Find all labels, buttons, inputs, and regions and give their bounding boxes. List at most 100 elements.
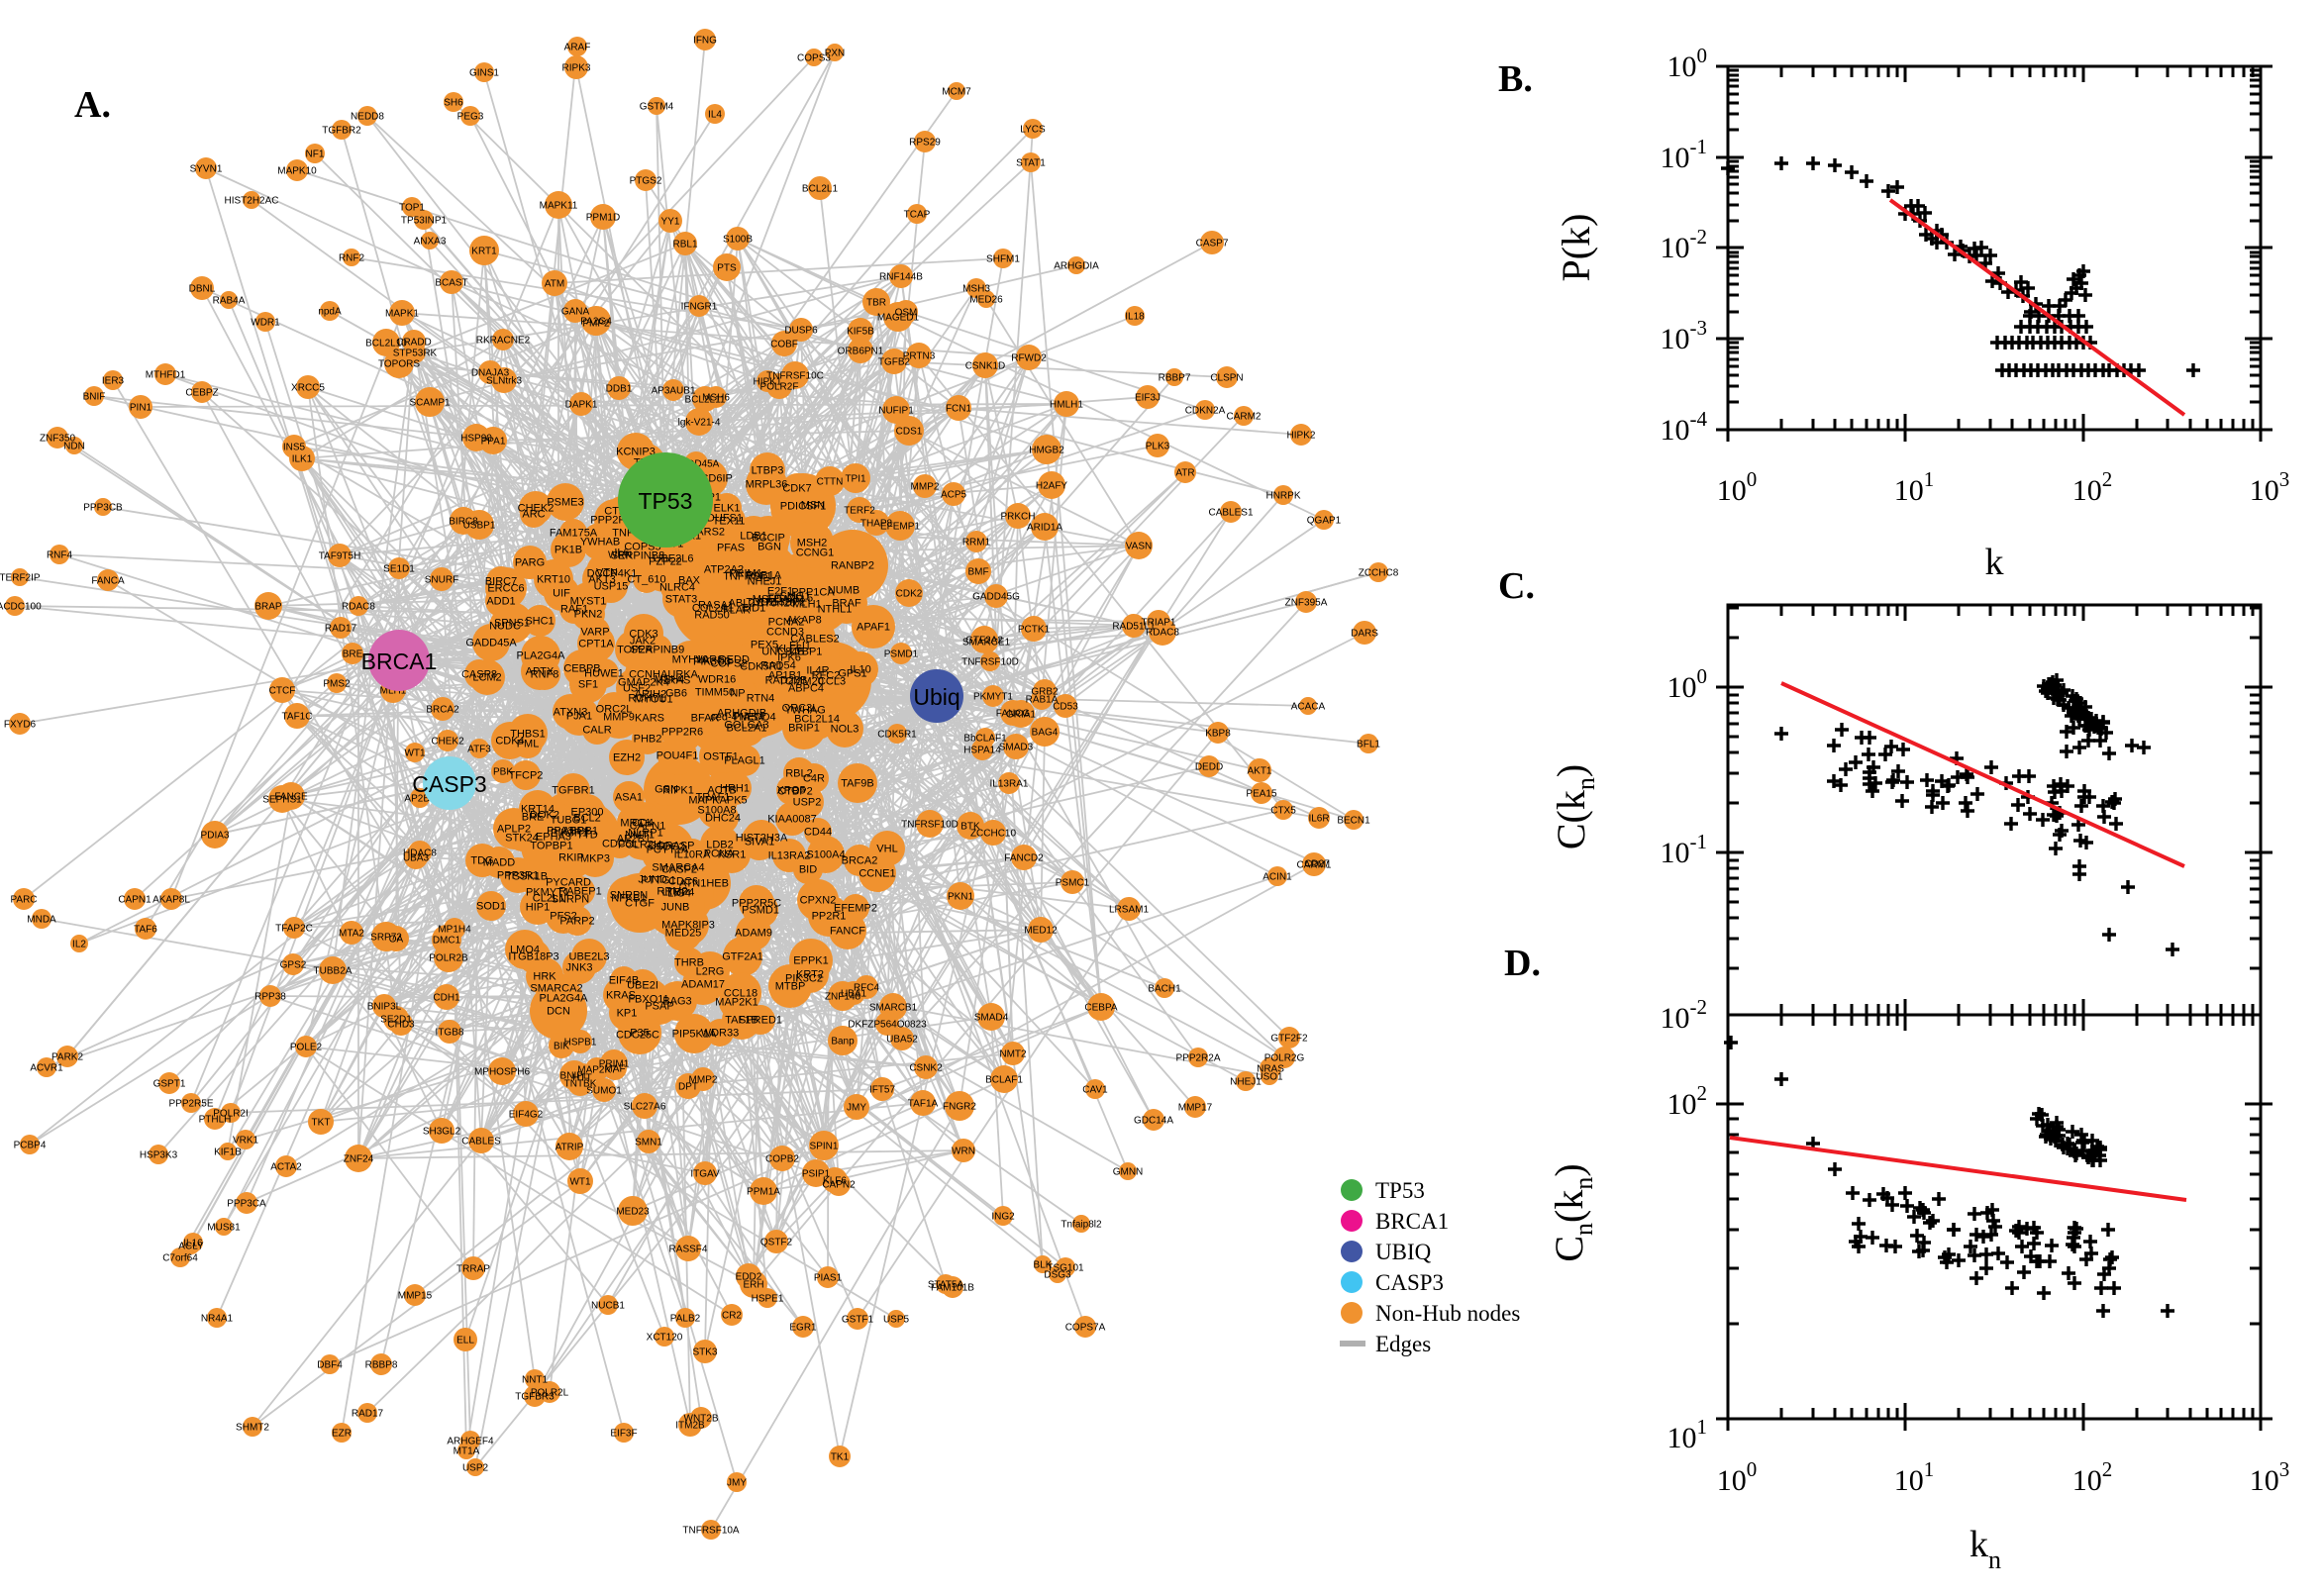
- svg-text:PSME3: PSME3: [547, 497, 583, 509]
- svg-text:SIVA1: SIVA1: [745, 837, 774, 848]
- svg-text:DCN: DCN: [547, 1006, 570, 1018]
- svg-text:H2AFY: H2AFY: [1036, 481, 1068, 492]
- svg-text:SNURF: SNURF: [425, 575, 458, 586]
- svg-text:PSMC1: PSMC1: [1056, 878, 1090, 889]
- svg-text:ING2: ING2: [991, 1212, 1015, 1223]
- svg-text:EPHA3: EPHA3: [536, 832, 571, 844]
- svg-text:OA: OA: [389, 935, 404, 946]
- svg-text:XRCC5: XRCC5: [291, 383, 325, 394]
- svg-text:EZR: EZR: [332, 1429, 352, 1440]
- svg-text:POU4F1: POU4F1: [656, 750, 699, 762]
- svg-text:ZCCHC10: ZCCHC10: [970, 829, 1017, 840]
- svg-text:RANBP2: RANBP2: [831, 560, 874, 572]
- svg-text:BbCLAF1: BbCLAF1: [963, 734, 1007, 745]
- svg-text:VASN: VASN: [1126, 542, 1153, 552]
- svg-text:ARHGDIA: ARHGDIA: [1054, 261, 1099, 272]
- svg-text:TBR: TBR: [866, 298, 886, 309]
- svg-text:ZNF24: ZNF24: [344, 1154, 374, 1165]
- svg-text:VTN: VTN: [596, 567, 618, 579]
- svg-text:COPS3: COPS3: [797, 53, 831, 64]
- svg-text:DARS: DARS: [1351, 629, 1378, 640]
- svg-text:D.: D.: [1504, 943, 1541, 984]
- svg-text:USBP1: USBP1: [463, 521, 496, 532]
- svg-text:FAM101B: FAM101B: [931, 1283, 974, 1294]
- svg-text:RNF144B: RNF144B: [879, 272, 923, 283]
- svg-text:RBBP8: RBBP8: [365, 1360, 398, 1371]
- svg-text:CABLES2: CABLES2: [790, 634, 840, 646]
- svg-text:JUNB: JUNB: [661, 902, 690, 914]
- svg-text:ILK1: ILK1: [292, 454, 313, 465]
- svg-text:CAV1: CAV1: [1082, 1085, 1108, 1096]
- svg-text:P(k): P(k): [1554, 214, 1598, 282]
- svg-text:RAB4A: RAB4A: [213, 296, 246, 307]
- svg-text:MACDC100: MACDC100: [0, 602, 42, 613]
- svg-text:RAB1A: RAB1A: [1026, 695, 1059, 706]
- svg-text:ATF3: ATF3: [467, 745, 491, 755]
- svg-text:PALB2: PALB2: [670, 1314, 701, 1325]
- svg-text:PSMD1: PSMD1: [742, 905, 779, 917]
- svg-text:BMF: BMF: [967, 567, 988, 578]
- svg-text:POLR2G: POLR2G: [1264, 1053, 1305, 1064]
- svg-text:HSPB1: HSPB1: [564, 1038, 597, 1048]
- svg-text:ACIN1: ACIN1: [1262, 872, 1292, 883]
- svg-text:AKAP8: AKAP8: [786, 615, 821, 627]
- svg-text:CTCF: CTCF: [269, 686, 296, 697]
- svg-text:ATM: ATM: [545, 279, 564, 290]
- svg-text:LMO4: LMO4: [510, 945, 540, 956]
- svg-text:ARID1A: ARID1A: [1027, 523, 1062, 534]
- svg-text:NF1: NF1: [306, 150, 325, 160]
- svg-text:WDR16: WDR16: [698, 674, 737, 686]
- svg-text:RTN4: RTN4: [747, 693, 775, 705]
- svg-text:UBIQ: UBIQ: [1375, 1240, 1432, 1264]
- svg-text:CDH1: CDH1: [433, 993, 460, 1004]
- svg-text:TAF9T5H: TAF9T5H: [319, 551, 361, 562]
- svg-text:CTX5: CTX5: [1270, 806, 1296, 817]
- svg-text:ANXA3: ANXA3: [414, 237, 447, 248]
- svg-text:WDR1: WDR1: [251, 318, 280, 329]
- svg-text:NNT1: NNT1: [522, 1375, 549, 1386]
- svg-text:IFNGR1: IFNGR1: [681, 302, 718, 313]
- svg-text:ZCCHC8: ZCCHC8: [1359, 568, 1399, 579]
- svg-text:PA2G4: PA2G4: [580, 317, 612, 328]
- svg-text:SCAMP1: SCAMP1: [409, 398, 451, 409]
- svg-text:BCAST: BCAST: [435, 278, 467, 289]
- svg-text:UBA52: UBA52: [886, 1035, 918, 1046]
- svg-text:EIF3F: EIF3F: [610, 1429, 637, 1440]
- svg-text:CSNK2: CSNK2: [909, 1063, 943, 1074]
- svg-text:PRIM1: PRIM1: [729, 568, 762, 580]
- svg-text:PRIM1: PRIM1: [599, 1059, 630, 1070]
- svg-text:BAX: BAX: [678, 575, 701, 587]
- svg-text:SOD1: SOD1: [476, 901, 506, 913]
- svg-text:EP300: EP300: [570, 807, 603, 819]
- svg-text:PARC: PARC: [10, 895, 37, 906]
- svg-text:MED23: MED23: [616, 1207, 650, 1218]
- svg-text:MED26: MED26: [969, 295, 1003, 306]
- svg-text:MED25: MED25: [665, 928, 702, 940]
- svg-text:FAM175A: FAM175A: [550, 528, 598, 540]
- svg-text:POLR2F: POLR2F: [760, 382, 799, 393]
- svg-text:CDK5R1: CDK5R1: [877, 730, 917, 741]
- svg-text:BCL2L1: BCL2L1: [802, 184, 839, 195]
- svg-text:CASP3: CASP3: [412, 771, 486, 797]
- svg-text:BRCA2: BRCA2: [426, 705, 459, 716]
- svg-text:PPP2R2A: PPP2R2A: [1175, 1053, 1220, 1064]
- svg-text:B.: B.: [1498, 58, 1533, 100]
- svg-text:NUDC: NUDC: [489, 621, 521, 633]
- svg-text:ITGB8: ITGB8: [436, 1028, 464, 1039]
- svg-text:NUMB: NUMB: [828, 585, 859, 597]
- svg-text:RAD51L1: RAD51L1: [1112, 622, 1156, 633]
- svg-text:COPB2: COPB2: [765, 1154, 799, 1165]
- svg-text:NOL3: NOL3: [831, 724, 859, 736]
- svg-text:GSTM4: GSTM4: [640, 102, 674, 113]
- svg-text:C(kn): C(kn): [1549, 764, 1600, 849]
- svg-text:C.: C.: [1498, 565, 1535, 607]
- svg-text:BCLAF1: BCLAF1: [985, 1075, 1023, 1086]
- svg-text:TNFRSF10D: TNFRSF10D: [901, 820, 959, 831]
- svg-text:IL6R: IL6R: [1308, 814, 1329, 825]
- svg-text:RBBP7: RBBP7: [1159, 373, 1191, 384]
- svg-text:GINS1: GINS1: [469, 68, 499, 79]
- svg-text:MPHOSPH6: MPHOSPH6: [474, 1067, 531, 1078]
- svg-text:CTBP2: CTBP2: [777, 786, 812, 798]
- svg-text:MSH4: MSH4: [655, 674, 685, 686]
- svg-text:BNIF: BNIF: [83, 392, 106, 403]
